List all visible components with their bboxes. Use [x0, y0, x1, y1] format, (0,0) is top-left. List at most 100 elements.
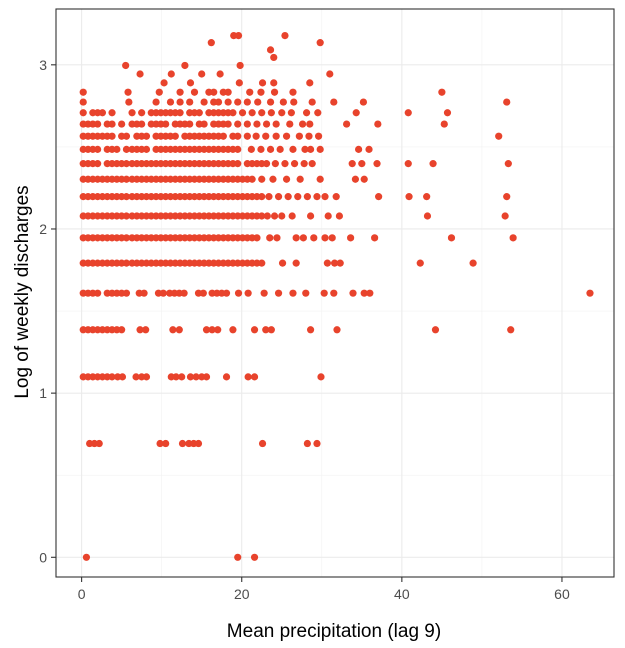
data-point [404, 160, 412, 168]
data-point [113, 145, 121, 153]
data-point [295, 132, 303, 140]
data-point [276, 145, 284, 153]
data-point [98, 109, 107, 117]
data-point [281, 31, 289, 40]
data-point [258, 212, 266, 220]
data-point [278, 109, 286, 117]
data-point [272, 132, 280, 140]
y-tick-label: 0 [39, 549, 47, 565]
data-point [316, 39, 324, 47]
data-point [316, 145, 324, 153]
data-point [222, 289, 231, 297]
data-point [343, 120, 351, 128]
data-point [229, 109, 237, 117]
data-point [258, 109, 266, 117]
data-point [271, 160, 279, 168]
data-point [262, 326, 270, 334]
data-point [265, 193, 273, 201]
data-point [200, 120, 208, 128]
data-point [250, 373, 259, 381]
data-point [155, 88, 163, 96]
data-point [278, 212, 286, 220]
data-point [79, 109, 87, 117]
data-point [136, 70, 144, 78]
data-point [224, 120, 232, 128]
data-point [258, 259, 266, 267]
data-point [281, 160, 289, 168]
data-point [128, 109, 136, 117]
data-point [176, 88, 184, 96]
data-point [306, 120, 314, 128]
data-point [270, 79, 278, 87]
data-point [328, 234, 336, 242]
data-point [267, 109, 275, 117]
data-point [289, 289, 297, 297]
data-point [299, 234, 307, 242]
x-axis-ticks: 0 20 40 60 [78, 577, 570, 602]
data-point [247, 145, 255, 153]
data-point [79, 88, 87, 96]
data-point [162, 120, 170, 128]
data-point [243, 132, 251, 140]
data-point [124, 88, 132, 96]
data-point [152, 98, 160, 106]
data-point [207, 39, 215, 47]
data-point [423, 193, 431, 201]
data-point [279, 98, 287, 106]
y-tick-label: 3 [39, 57, 47, 73]
data-point [122, 175, 131, 183]
data-point [178, 373, 186, 381]
data-point [202, 373, 211, 381]
data-point [287, 109, 295, 117]
data-point [300, 160, 308, 168]
data-point [266, 46, 275, 54]
data-point [586, 289, 594, 297]
data-point [301, 145, 309, 153]
data-point [142, 373, 151, 381]
data-point [178, 439, 187, 448]
data-point [263, 212, 271, 220]
data-point [289, 145, 297, 153]
data-point [365, 145, 373, 153]
data-point [159, 289, 167, 297]
data-point [366, 289, 374, 297]
data-point [347, 234, 355, 242]
data-point [373, 160, 381, 168]
data-point [503, 193, 511, 201]
data-point [122, 132, 131, 140]
data-point [94, 160, 102, 168]
data-point [429, 160, 437, 168]
data-point [501, 212, 509, 220]
data-point [194, 439, 203, 448]
data-point [416, 259, 424, 267]
data-point [310, 234, 318, 242]
data-point [290, 160, 299, 168]
data-point [438, 88, 446, 96]
x-tick-label: 40 [394, 586, 410, 602]
data-point [321, 193, 329, 201]
data-point [284, 193, 292, 201]
y-axis-title: Log of weekly discharges [12, 185, 33, 398]
data-point [200, 98, 208, 106]
data-point [332, 193, 340, 201]
data-point [156, 439, 164, 448]
data-point [306, 326, 315, 334]
data-point [270, 212, 279, 220]
data-point [351, 175, 360, 183]
data-point [288, 212, 296, 220]
data-point [404, 109, 412, 117]
data-point [122, 160, 131, 168]
data-point [289, 88, 297, 96]
data-point [405, 193, 413, 201]
data-point [272, 120, 280, 128]
data-point [374, 120, 382, 128]
data-point [273, 234, 281, 242]
data-point [142, 132, 151, 140]
data-point [305, 132, 313, 140]
data-point [118, 326, 126, 334]
y-tick-label: 2 [39, 221, 47, 237]
data-point [175, 326, 183, 334]
data-point [274, 193, 283, 201]
data-point [308, 98, 316, 106]
data-point [199, 289, 207, 297]
